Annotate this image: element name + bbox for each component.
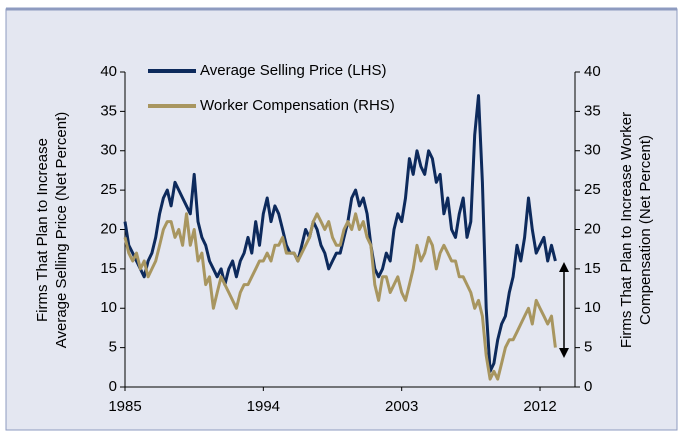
y2-tick-label: 25 (584, 181, 601, 198)
y2-axis-title: Firms That Plan to Increase Worker Compen… (618, 112, 654, 348)
legend-label: Worker Compensation (RHS) (200, 97, 395, 114)
y-axis-title-line: Average Selling Price (Net Percent) (53, 112, 70, 349)
x-tick-label: 2012 (523, 398, 556, 415)
y2-tick-label: 30 (584, 142, 601, 159)
range-arrow (559, 262, 569, 358)
y2-tick-label: 15 (584, 260, 601, 277)
y2-tick-label: 20 (584, 220, 601, 237)
x-tick-label: 2003 (385, 398, 418, 415)
arrow-head (559, 348, 569, 358)
y-tick-label: 20 (100, 220, 117, 237)
y2-axis-title-line: Compensation (Net Percent) (637, 135, 654, 325)
y-tick-label: 30 (100, 142, 117, 159)
y2-tick-label: 5 (584, 339, 592, 356)
x-tick-label: 1994 (247, 398, 280, 415)
y2-tick-label: 40 (584, 63, 601, 80)
chart-background (5, 8, 678, 431)
y-axis-title-line: Firms That Plan to Increase (34, 138, 51, 322)
series-line (123, 94, 557, 373)
x-tick-label: 1985 (108, 398, 141, 415)
y-axis-title: Firms That Plan to Increase Average Selli… (34, 112, 70, 349)
y-tick-label: 35 (100, 102, 117, 119)
y2-tick-label: 10 (584, 299, 601, 316)
y2-axis-title-line: Firms That Plan to Increase Worker (618, 112, 635, 348)
arrow-head (559, 262, 569, 272)
series-line (123, 212, 557, 381)
legend-label: Average Selling Price (LHS) (200, 62, 386, 79)
y-tick-label: 40 (100, 63, 117, 80)
y2-tick-label: 35 (584, 102, 601, 119)
y-tick-label: 0 (109, 378, 117, 395)
y-tick-label: 15 (100, 260, 117, 277)
y-tick-label: 25 (100, 181, 117, 198)
y2-tick-label: 0 (584, 378, 592, 395)
y-tick-label: 5 (109, 339, 117, 356)
y-tick-label: 10 (100, 299, 117, 316)
